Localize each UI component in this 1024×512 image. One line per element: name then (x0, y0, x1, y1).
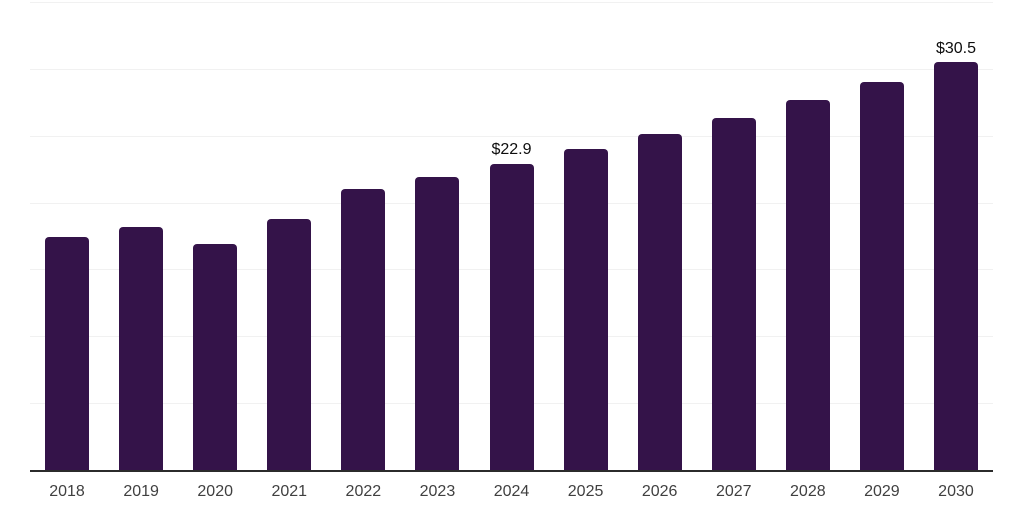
x-tick-label-2025: 2025 (567, 483, 604, 500)
bar-2029 (859, 82, 904, 470)
bar-value-label-2024: $22.9 (491, 141, 532, 159)
x-tick-label-2027: 2027 (715, 483, 752, 500)
bar-slot-2029 (845, 2, 919, 470)
gridline (30, 2, 993, 3)
bar-2019 (119, 226, 164, 470)
bars-row: $22.9 $30.5 (30, 2, 993, 470)
bar-slot-2026 (623, 2, 697, 470)
bar-2022 (341, 189, 386, 470)
bar-slot-2025 (549, 2, 623, 470)
bar-slot-2018 (30, 2, 104, 470)
bar-slot-2030: $30.5 (919, 2, 993, 470)
bar-value-label-2030: $30.5 (935, 39, 976, 57)
x-tick-label-2020: 2020 (197, 483, 233, 500)
x-tick-label-2022: 2022 (345, 483, 382, 500)
bar-2024: $22.9 (489, 141, 534, 470)
x-tick-label-2018: 2018 (49, 483, 85, 500)
bar-slot-2021 (252, 2, 326, 470)
bar-2018 (45, 237, 90, 470)
x-tick-label-2030: 2030 (938, 483, 974, 500)
x-tick-label-2028: 2028 (790, 483, 826, 500)
bar-slot-2024: $22.9 (474, 2, 548, 470)
x-tick-label-2023: 2023 (419, 483, 456, 500)
plot-area: $22.9 $30.5 (30, 2, 993, 472)
bar-slot-2020 (178, 2, 252, 470)
gridline (30, 68, 993, 70)
x-tick-label-2026: 2026 (641, 483, 678, 500)
bar-2020 (193, 244, 238, 470)
x-tick-label-2029: 2029 (864, 483, 900, 500)
gridline (30, 135, 993, 137)
bar-2027 (711, 118, 756, 470)
bar-slot-2023 (400, 2, 474, 470)
bar-slot-2022 (326, 2, 400, 470)
bar-2021 (267, 218, 312, 470)
x-tick-label-2021: 2021 (271, 483, 308, 500)
bar-2023 (415, 177, 460, 470)
bar-2028 (785, 99, 830, 470)
bar-slot-2027 (697, 2, 771, 470)
bar-2030: $30.5 (933, 40, 978, 470)
x-tick-label-2024: 2024 (493, 483, 530, 500)
bar-slot-2019 (104, 2, 178, 470)
bar-2025 (563, 149, 608, 470)
x-tick-label-2019: 2019 (123, 483, 159, 500)
x-axis-tick-labels: 2018 2019 2020 2021 2022 2023 2024 2025 2026 2027… (30, 482, 993, 501)
bar-slot-2028 (771, 2, 845, 470)
bar-2026 (637, 134, 682, 470)
